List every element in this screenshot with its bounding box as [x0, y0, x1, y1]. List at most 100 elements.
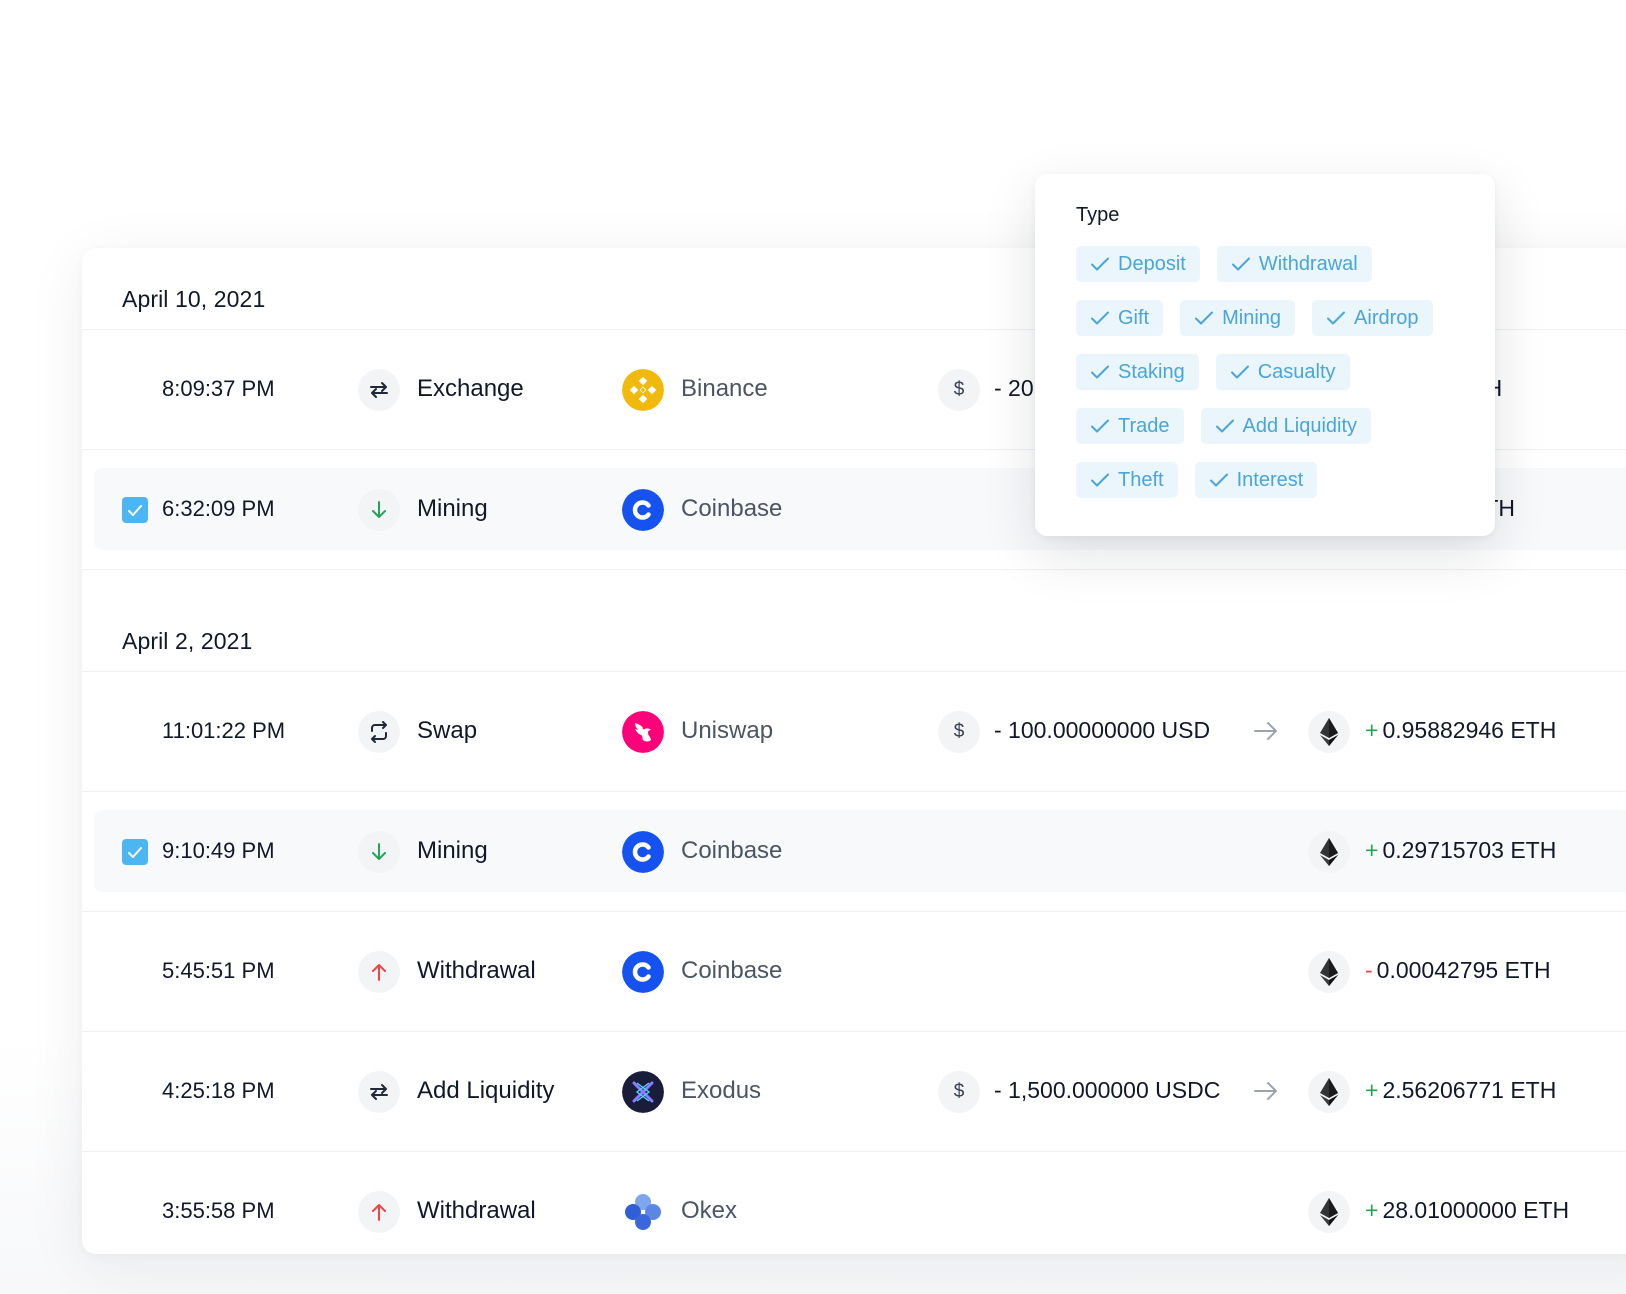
- filter-chip-gift[interactable]: Gift: [1076, 300, 1164, 336]
- transaction-type: Add Liquidity: [417, 1077, 555, 1104]
- filter-chip-label: Gift: [1118, 306, 1150, 329]
- transaction-time: 8:09:37 PM: [162, 376, 275, 401]
- checkmark-icon: [1090, 472, 1118, 488]
- filter-chip-label: Staking: [1118, 360, 1185, 383]
- type-filter-popover: Type Deposit Withdrawal Gift Mining Airdrop S…: [1035, 174, 1495, 536]
- transaction-time: 4:25:18 PM: [162, 1078, 275, 1103]
- amount-sign: +: [1365, 1077, 1379, 1103]
- ethereum-icon: [1308, 1071, 1350, 1113]
- transaction-time: 3:55:58 PM: [162, 1198, 275, 1223]
- transaction-type: Exchange: [417, 375, 524, 402]
- filter-chip-mining[interactable]: Mining: [1180, 300, 1296, 336]
- checkmark-icon: [1090, 310, 1118, 326]
- checkmark-icon: [1326, 310, 1354, 326]
- arrow-right-icon: [1252, 1078, 1280, 1109]
- exchange-name: Coinbase: [681, 495, 783, 522]
- received-amount: +0.29715703 ETH: [1365, 837, 1556, 864]
- dollar-icon: $: [938, 369, 980, 411]
- filter-chip-row: Gift Mining Airdrop: [1076, 300, 1476, 336]
- coinbase-logo-icon: [622, 951, 664, 993]
- filter-title: Type: [1076, 204, 1120, 226]
- amount-sign: +: [1365, 717, 1379, 743]
- filter-chip-theft[interactable]: Theft: [1076, 462, 1178, 498]
- exchange-name: Coinbase: [681, 957, 783, 984]
- filter-chip-trade[interactable]: Trade: [1076, 408, 1184, 444]
- filter-chip-label: Mining: [1222, 306, 1282, 329]
- row-checkbox[interactable]: [122, 839, 148, 865]
- arrow-down-icon: [358, 489, 400, 531]
- filter-chip-withdrawal[interactable]: Withdrawal: [1216, 246, 1372, 282]
- checkmark-icon: [1090, 364, 1118, 380]
- arrow-right-icon: [1252, 718, 1280, 749]
- filter-chip-label: Theft: [1118, 468, 1164, 491]
- transaction-type: Mining: [417, 495, 488, 522]
- exchange-name: Binance: [681, 375, 768, 402]
- filter-chip-row: Theft Interest: [1076, 462, 1476, 498]
- transaction-row[interactable]: 4:25:18 PM Add Liquidity Exodus $ - 1,500.00…: [82, 1032, 1626, 1152]
- checkmark-icon: [1194, 310, 1222, 326]
- filter-chip-staking[interactable]: Staking: [1076, 354, 1199, 390]
- transaction-type: Swap: [417, 717, 478, 744]
- dollar-icon: $: [938, 711, 980, 753]
- arrow-up-icon: [358, 951, 400, 993]
- transaction-row[interactable]: 3:55:58 PM Withdrawal Okex +28.01000000 ETH: [82, 1152, 1626, 1254]
- transaction-row[interactable]: 5:45:51 PM Withdrawal Coinbase -0.00042795 …: [82, 912, 1626, 1032]
- received-amount: +0.95882946 ETH: [1365, 717, 1556, 744]
- transaction-type: Withdrawal: [417, 1197, 536, 1224]
- exchange-name: Okex: [681, 1197, 738, 1224]
- sent-amount: - 100.00000000 USD: [994, 717, 1211, 743]
- transaction-type: Mining: [417, 837, 488, 864]
- checkmark-icon: [1231, 256, 1259, 272]
- filter-chip-interest[interactable]: Interest: [1194, 462, 1318, 498]
- filter-chip-label: Trade: [1118, 414, 1170, 437]
- received-amount-value: 0.00042795 ETH: [1376, 957, 1551, 983]
- checkmark-icon: [1090, 418, 1118, 434]
- transaction-type: Withdrawal: [417, 957, 536, 984]
- received-amount-value: 2.56206771 ETH: [1382, 1077, 1557, 1103]
- amount-sign: +: [1365, 1197, 1379, 1223]
- swap-cycle-icon: [358, 711, 400, 753]
- coinbase-logo-icon: [622, 489, 664, 531]
- sent-amount: - 20: [994, 375, 1034, 401]
- filter-chip-row: Staking Casualty: [1076, 354, 1476, 390]
- group-date: April 10, 2021: [122, 286, 266, 312]
- coinbase-logo-icon: [622, 831, 664, 873]
- filter-chip-label: Withdrawal: [1258, 252, 1358, 275]
- filter-chip-casualty[interactable]: Casualty: [1215, 354, 1350, 390]
- exchange-arrows-icon: [358, 369, 400, 411]
- uniswap-logo-icon: [622, 711, 664, 753]
- date-group-header: April 2, 2021: [82, 590, 1626, 672]
- transaction-time: 5:45:51 PM: [162, 958, 275, 983]
- received-amount-value: 0.95882946 ETH: [1382, 717, 1557, 743]
- amount-sign: -: [1365, 957, 1373, 983]
- ethereum-icon: [1308, 711, 1350, 753]
- row-highlight: [94, 810, 1626, 892]
- filter-chip-label: Airdrop: [1354, 306, 1419, 329]
- filter-chip-deposit[interactable]: Deposit: [1076, 246, 1200, 282]
- received-amount: -0.00042795 ETH: [1365, 957, 1551, 984]
- transaction-row[interactable]: 9:10:49 PM Mining Coinbase +0.29715703 ETH: [82, 792, 1626, 912]
- filter-chip-row: Trade Add Liquidity: [1076, 408, 1476, 444]
- ethereum-icon: [1308, 951, 1350, 993]
- date-group-header: April 10, 2021: [82, 248, 1626, 330]
- filter-chip-label: Casualty: [1257, 360, 1336, 383]
- binance-logo-icon: [622, 369, 664, 411]
- filter-chip-label: Deposit: [1118, 252, 1186, 275]
- amount-sign: +: [1365, 837, 1379, 863]
- exodus-logo-icon: [622, 1071, 664, 1113]
- received-amount-value: 0.29715703 ETH: [1382, 837, 1557, 863]
- okex-logo-icon: [622, 1191, 664, 1233]
- filter-chip-add-liquidity[interactable]: Add Liquidity: [1200, 408, 1372, 444]
- received-amount: +2.56206771 ETH: [1365, 1077, 1556, 1104]
- sent-amount: - 1,500.000000 USDC: [994, 1077, 1221, 1103]
- filter-chip-label: Interest: [1236, 468, 1304, 491]
- filter-chip-group: Deposit Withdrawal Gift Mining Airdrop Stakin…: [1076, 246, 1476, 516]
- transaction-row[interactable]: 11:01:22 PM Swap Uniswap $ - 100.00000000 US…: [82, 672, 1626, 792]
- row-checkbox[interactable]: [122, 497, 148, 523]
- group-date: April 2, 2021: [122, 628, 253, 654]
- exchange-name: Uniswap: [681, 717, 774, 744]
- filter-chip-row: Deposit Withdrawal: [1076, 246, 1476, 282]
- filter-chip-airdrop[interactable]: Airdrop: [1312, 300, 1433, 336]
- transaction-time: 9:10:49 PM: [162, 838, 275, 863]
